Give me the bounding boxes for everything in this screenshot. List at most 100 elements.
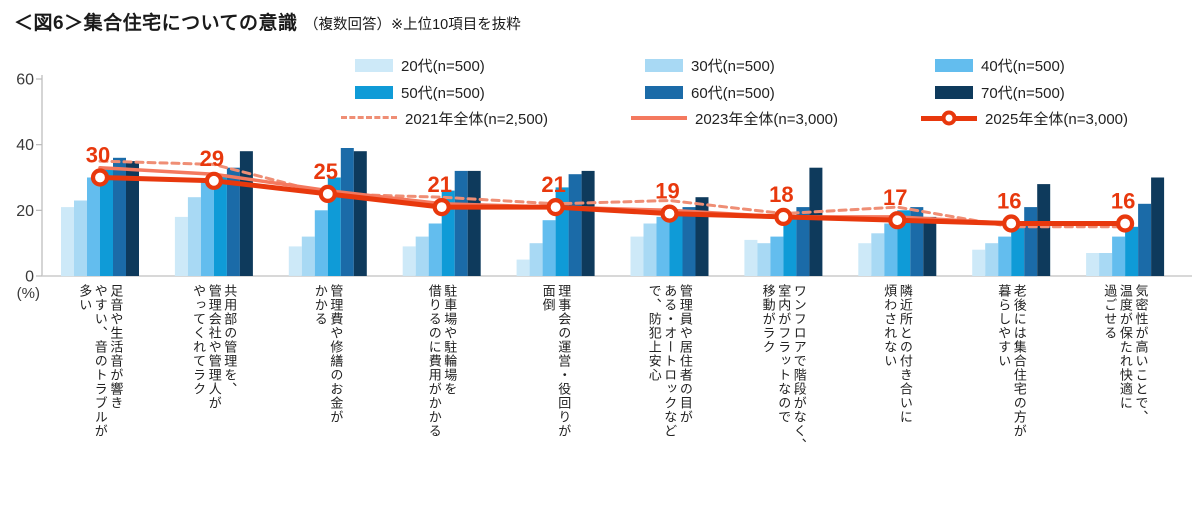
legend-line-sample [631,110,687,126]
bar [1011,223,1025,276]
bar [87,177,100,276]
legend-line-sample [921,110,977,126]
bar [910,207,924,277]
bar [213,174,227,276]
point-value-label: 16 [1111,189,1135,214]
bar [972,249,986,276]
legend-swatch [355,85,393,99]
bar [239,151,253,276]
bar [669,210,683,276]
category-label: 隣近所との付き合いに 煩わされない [882,284,913,424]
bar [542,220,556,276]
bar [783,216,797,276]
bar [1138,203,1152,276]
point-value-label: 17 [883,185,907,210]
legend-item: 40代(n=500) [935,57,1065,75]
legend-marker-dot [941,110,957,126]
trend-point-marker [888,211,907,230]
trend-point-marker [90,168,110,187]
bar [1151,177,1165,276]
point-value-label: 16 [997,189,1021,214]
bar [174,216,188,276]
bar [467,170,481,276]
y-axis-tick-label: 60 [16,72,34,89]
legend-swatch [935,58,973,72]
bar [682,207,696,277]
bar [858,243,872,276]
bar [428,223,442,276]
point-value-label: 29 [200,146,224,171]
trend-line-2021 [98,159,1127,229]
figure-title: ＜図6＞集合住宅についての意識 （複数回答）※上位10項目を抜粋 [14,8,521,35]
figure-title-sub: （複数回答）※上位10項目を抜粋 [303,17,521,33]
point-value-label: 30 [86,143,110,168]
bar [415,236,429,276]
legend-item: 70代(n=500) [935,84,1065,102]
bar [74,200,87,276]
legend-label: 20代(n=500) [401,57,485,75]
bar [643,223,657,276]
legend-item: 2023年全体(n=3,000) [631,110,838,128]
legend-label: 70代(n=500) [981,84,1065,102]
bar [61,207,74,277]
bar [100,167,113,276]
bar [402,246,416,276]
bar [581,170,595,276]
bar [226,167,240,276]
bar [454,170,468,276]
bar [770,236,784,276]
bar [1125,226,1139,277]
trend-point-marker [774,207,793,226]
category-label: 理事会の運営・役回りが 面倒 [540,284,572,438]
bar [314,210,328,276]
bar [126,161,139,276]
legend-item: 60代(n=500) [645,84,775,102]
legend-label: 40代(n=500) [981,57,1065,75]
category-label: 老後には集合住宅の方が 暮らしやすい [996,284,1027,438]
category-label: 足音や生活音が響き やすい、音のトラブルが 多い [77,284,124,438]
bar [923,216,937,276]
bar [744,239,758,276]
bar [809,167,823,276]
bar [529,243,543,276]
y-axis-tick-label: 0 [25,269,34,286]
legend-swatch [355,58,393,72]
category-label: ワンフロアで階段がなく、 室内がフラットなので 移動がラク [760,284,807,452]
y-axis-tick-label: 20 [16,203,34,220]
legend-label: 2025年全体(n=3,000) [985,110,1128,128]
bar [200,180,214,276]
legend-swatch [935,85,973,99]
bar [1024,207,1038,277]
y-axis-unit-label: (%) [17,285,40,302]
bar [1112,236,1126,276]
bar [187,197,201,276]
trend-point-marker [1002,214,1021,233]
trend-point-marker [660,204,679,223]
legend-label: 50代(n=500) [401,84,485,102]
bar [1099,253,1113,276]
bar [884,223,898,276]
bar [985,243,999,276]
trend-line-2025 [97,175,1128,226]
legend-label: 30代(n=500) [691,57,775,75]
legend-label: 60代(n=500) [691,84,775,102]
category-label: 管理員や居住者の目が ある・オートロックなど で、防犯上安心 [646,284,693,438]
category-label: 駐車場や駐輪場を 借りるのに費用がかかる [426,284,458,438]
legend-line-sample [341,110,397,126]
bar [695,197,709,276]
figure-title-main: ＜図6＞集合住宅についての意識 [14,13,298,34]
bar [340,148,354,276]
trend-point-marker [204,171,223,190]
bar [630,236,644,276]
point-value-label: 25 [314,159,338,184]
legend-label: 2023年全体(n=3,000) [695,110,838,128]
bar [353,151,367,276]
trend-point-marker [318,184,337,203]
category-label: 気密性が高いことで、 温度が保たれ快適に 過ごせる [1102,284,1149,424]
point-value-label: 19 [655,179,679,204]
bar [656,216,670,276]
trend-point-marker [1115,214,1135,233]
